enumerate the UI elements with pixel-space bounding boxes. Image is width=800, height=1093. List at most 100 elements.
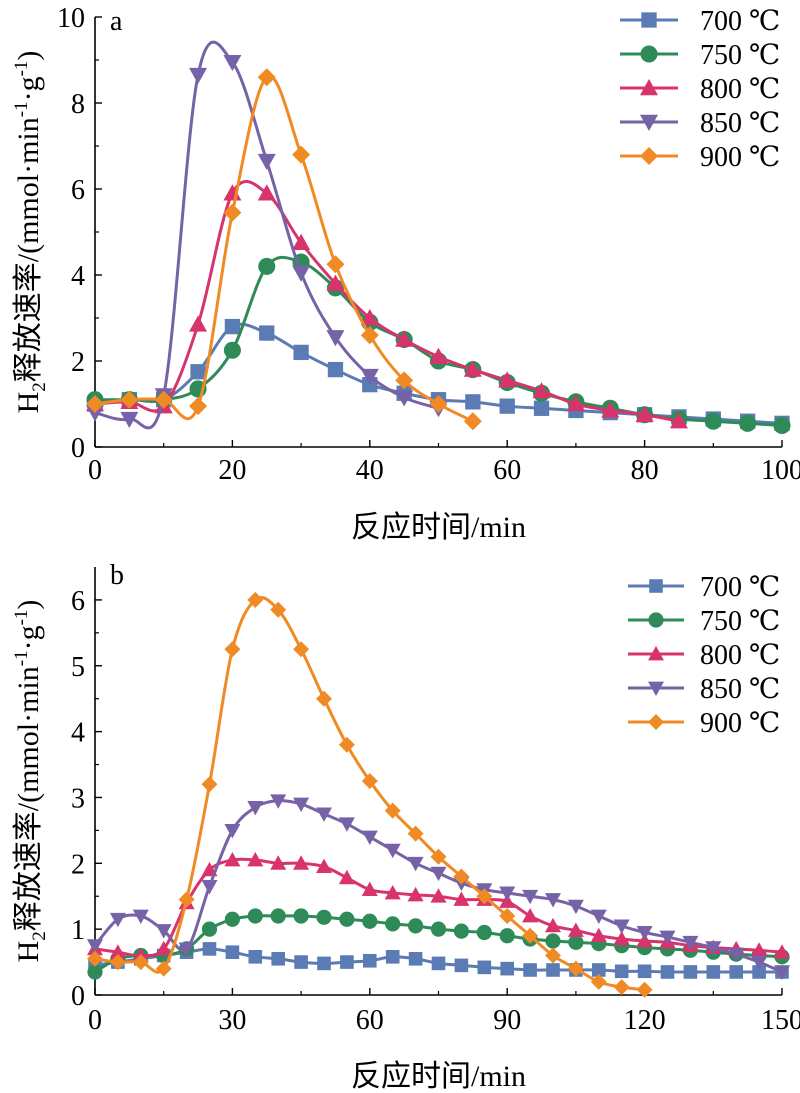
data-point	[463, 360, 482, 377]
x-tick-label: 60	[493, 455, 521, 486]
data-point	[292, 265, 311, 282]
data-point	[132, 954, 149, 971]
legend-entry: 700 ℃	[628, 572, 780, 603]
data-point	[637, 964, 652, 979]
data-point	[465, 394, 481, 410]
legend-label: 900 ℃	[700, 708, 780, 739]
legend-entry: 800 ℃	[628, 640, 780, 671]
data-point	[293, 797, 310, 813]
data-point	[201, 921, 218, 937]
data-point	[499, 928, 515, 944]
data-point	[120, 390, 139, 409]
y-axis-title: H2释放速率/(mmol·min-1·g-1)	[11, 600, 50, 963]
legend-marker	[648, 714, 664, 730]
data-point	[430, 888, 447, 903]
legend-marker	[640, 114, 658, 131]
data-point	[270, 855, 287, 870]
series-line	[94, 40, 439, 430]
data-point	[453, 891, 470, 906]
y-tick-label: 4	[71, 261, 85, 292]
data-point	[327, 361, 344, 378]
data-point	[635, 405, 654, 422]
data-point	[683, 965, 698, 979]
legend-marker	[649, 579, 663, 593]
data-point	[430, 866, 447, 882]
data-point	[189, 67, 208, 85]
data-point	[316, 690, 332, 707]
data-point	[774, 944, 790, 959]
data-point	[567, 960, 584, 977]
y-axis-title-part: -1	[11, 101, 32, 117]
data-point	[636, 926, 653, 941]
legend-label: 850 ℃	[700, 674, 780, 705]
data-point	[338, 736, 355, 753]
data-point	[86, 395, 104, 413]
data-point	[430, 848, 447, 865]
y-tick-label: 6	[71, 586, 85, 617]
data-point	[202, 942, 217, 956]
data-point	[109, 944, 126, 959]
legend-label: 700 ℃	[700, 6, 780, 37]
data-point	[384, 843, 401, 859]
x-tick-label: 60	[356, 1005, 384, 1036]
data-point	[155, 924, 172, 939]
data-point	[224, 641, 241, 658]
data-point	[568, 934, 584, 950]
data-point	[316, 858, 332, 873]
series-800	[86, 180, 688, 429]
data-point	[751, 942, 768, 957]
data-point	[592, 963, 606, 977]
data-point	[87, 939, 103, 954]
data-point	[659, 930, 676, 946]
data-point	[248, 950, 263, 964]
data-point	[614, 964, 629, 979]
data-point	[431, 956, 446, 971]
data-point	[408, 918, 424, 934]
y-tick-label: 8	[71, 89, 85, 120]
data-point	[532, 382, 551, 399]
data-point	[87, 964, 103, 980]
data-point	[613, 919, 630, 934]
data-point	[292, 233, 311, 250]
data-point	[270, 601, 287, 618]
x-tick-label: 20	[218, 455, 246, 486]
data-point	[293, 641, 310, 658]
data-point	[567, 899, 584, 915]
y-axis-title-part: H	[12, 392, 45, 414]
legend-entry: 850 ℃	[620, 108, 780, 139]
data-point	[155, 960, 172, 977]
data-point	[340, 955, 354, 969]
data-point	[338, 869, 355, 885]
data-point	[545, 917, 561, 933]
y-axis-title-part: -1	[11, 650, 32, 666]
data-point	[224, 318, 241, 335]
x-tick-label: 90	[493, 1005, 521, 1036]
y-tick-label: 2	[71, 347, 85, 378]
y-tick-label: 1	[71, 915, 85, 946]
legend-label: 750 ℃	[700, 606, 780, 637]
y-tick-label: 5	[71, 652, 85, 683]
data-point	[476, 924, 492, 941]
legend-marker	[648, 612, 664, 628]
data-point	[360, 309, 379, 326]
data-point	[247, 591, 264, 608]
data-point	[660, 965, 675, 979]
data-point	[247, 908, 263, 924]
legend-marker	[648, 681, 664, 696]
series-line	[94, 74, 474, 423]
data-point	[522, 889, 539, 905]
data-point	[361, 881, 378, 897]
y-tick-label: 3	[71, 783, 85, 814]
data-point	[223, 54, 242, 72]
data-point	[201, 879, 218, 895]
data-point	[86, 405, 104, 422]
data-point	[270, 794, 287, 809]
y-axis-title-part: )	[12, 51, 45, 61]
panel-label: b	[110, 560, 124, 591]
x-tick-label: 80	[631, 455, 659, 486]
x-tick-label: 120	[624, 1005, 666, 1036]
data-point	[155, 940, 172, 956]
y-axis-title-part: 释放速率/(mmol·min	[12, 666, 45, 931]
x-tick-label: 0	[88, 455, 102, 486]
